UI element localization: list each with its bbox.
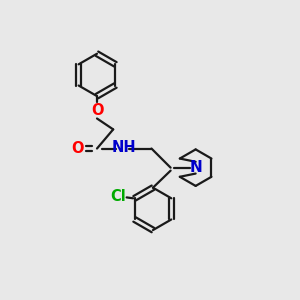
Text: NH: NH [111,140,136,155]
Text: Cl: Cl [110,189,126,204]
Text: O: O [91,103,103,118]
Text: O: O [72,141,84,156]
Text: N: N [189,160,202,175]
